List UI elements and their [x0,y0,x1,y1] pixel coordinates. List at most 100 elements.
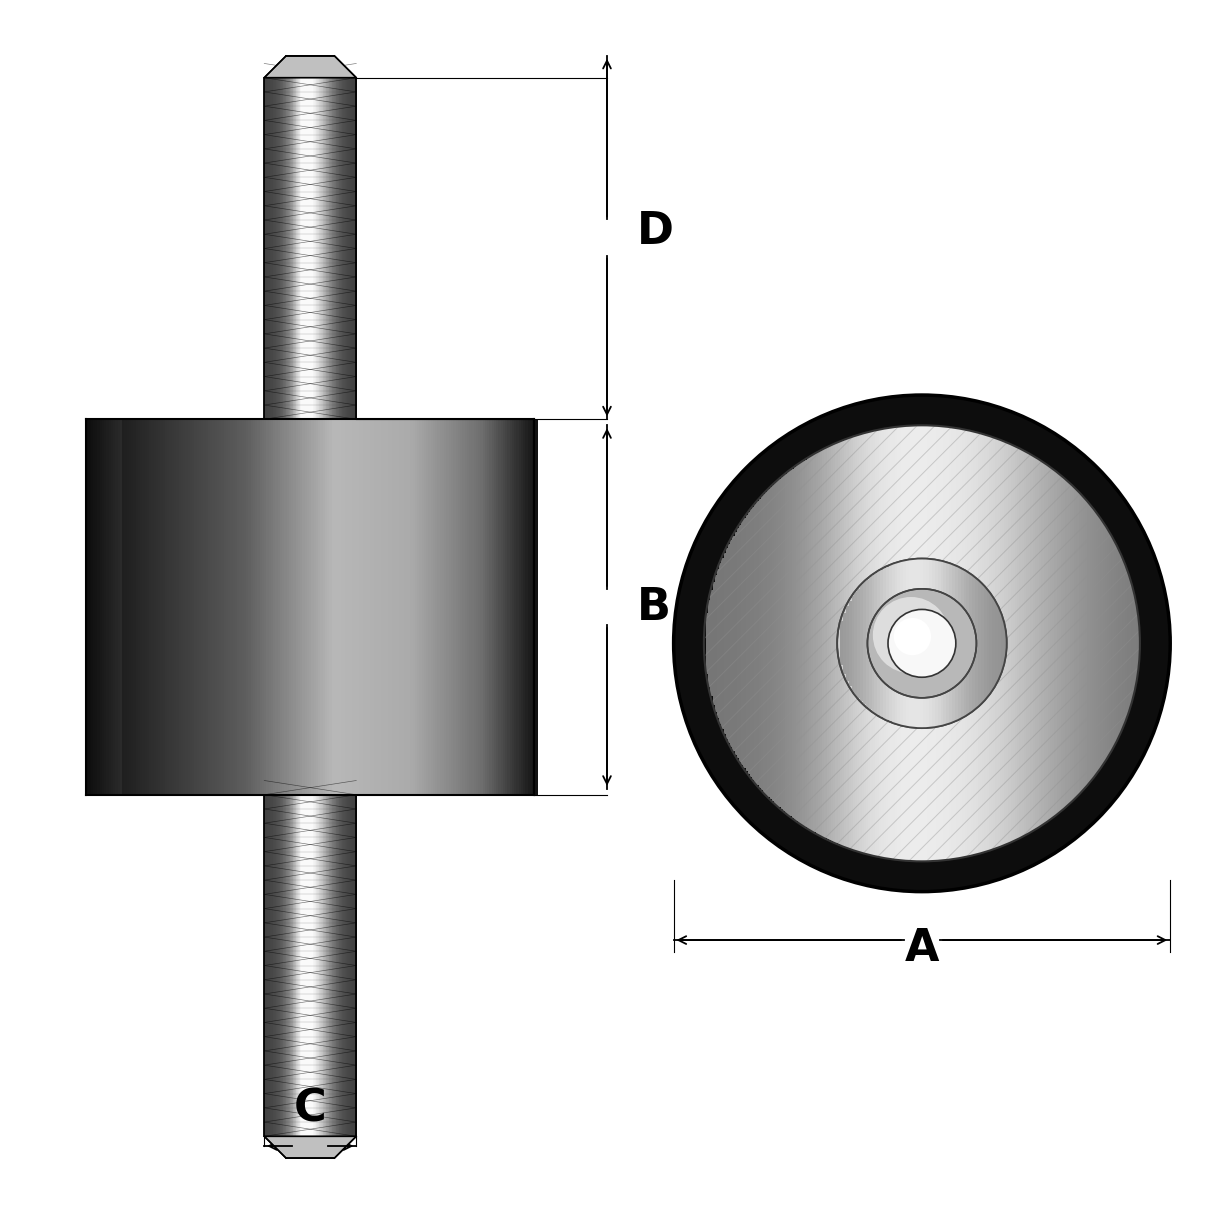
Bar [365,419,369,795]
Bar [336,419,340,795]
Bar [295,795,296,1136]
Bar [972,575,976,711]
Bar [482,419,486,795]
Bar [129,419,132,795]
Bar [408,419,412,795]
Bar [348,78,350,419]
Bar [958,567,961,720]
Bar [296,78,297,419]
Bar [824,448,828,839]
Bar [291,419,295,795]
Bar [289,78,290,419]
Bar [330,78,331,419]
Bar [872,575,875,711]
Bar [840,622,844,665]
Bar [404,419,407,795]
Bar [331,78,333,419]
Bar [310,419,312,795]
Bar [282,795,283,1136]
Bar [91,419,95,795]
Bar [1094,510,1097,777]
Bar [863,583,867,704]
Bar [436,419,438,795]
Bar [787,472,790,815]
Bar [376,419,380,795]
Bar [352,78,353,419]
Bar [415,419,419,795]
Bar [242,419,245,795]
Bar [317,795,318,1136]
Bar [1102,522,1106,765]
Bar [978,580,982,707]
Bar [300,419,304,795]
Bar [340,795,341,1136]
Bar [455,419,459,795]
Bar [325,78,327,419]
Bar [388,419,391,795]
Bar [954,427,957,860]
Bar [294,78,295,419]
Bar [843,613,847,674]
Bar [809,456,812,830]
Bar [301,795,302,1136]
Bar [294,795,295,1136]
Bar [849,438,852,849]
Bar [233,419,236,795]
Bar [353,78,354,419]
Bar [291,78,294,419]
Bar [356,795,357,1136]
Bar [174,419,177,795]
Bar [329,795,330,1136]
Bar [710,590,714,697]
Bar [460,419,464,795]
Bar [500,419,504,795]
Bar [306,795,307,1136]
Bar [346,795,347,1136]
Bar [776,481,779,806]
Bar [155,419,159,795]
Text: D: D [637,210,674,253]
Bar [960,429,964,858]
Bar [1135,600,1139,687]
Bar [1116,544,1119,743]
Bar [265,795,266,1136]
Bar [991,437,994,850]
Bar [903,426,907,861]
Bar [392,419,396,795]
Bar [936,426,940,861]
Bar [93,419,96,795]
Bar [344,795,345,1136]
Bar [316,795,317,1136]
Bar [1072,486,1076,801]
Bar [154,419,157,795]
Bar [356,78,357,419]
Bar [199,419,203,795]
Bar [265,78,266,419]
Bar [518,419,522,795]
Bar [442,419,446,795]
Bar [528,419,531,795]
Bar [307,795,308,1136]
Bar [231,419,234,795]
Bar [277,78,279,419]
Bar [305,795,306,1136]
Bar [497,419,499,795]
Bar [329,78,330,419]
Bar [1067,481,1071,806]
Bar [274,795,277,1136]
Bar [277,78,278,419]
Bar [299,795,300,1136]
Bar [934,426,937,861]
Bar [339,78,340,419]
Bar [152,419,155,795]
Bar [318,795,319,1136]
Bar [1012,446,1016,841]
Bar [308,795,310,1136]
Bar [886,567,890,720]
Bar [492,419,495,795]
Bar [966,572,970,715]
Bar [320,419,324,795]
Bar [770,487,773,799]
Bar [473,419,477,795]
Bar [280,78,282,419]
